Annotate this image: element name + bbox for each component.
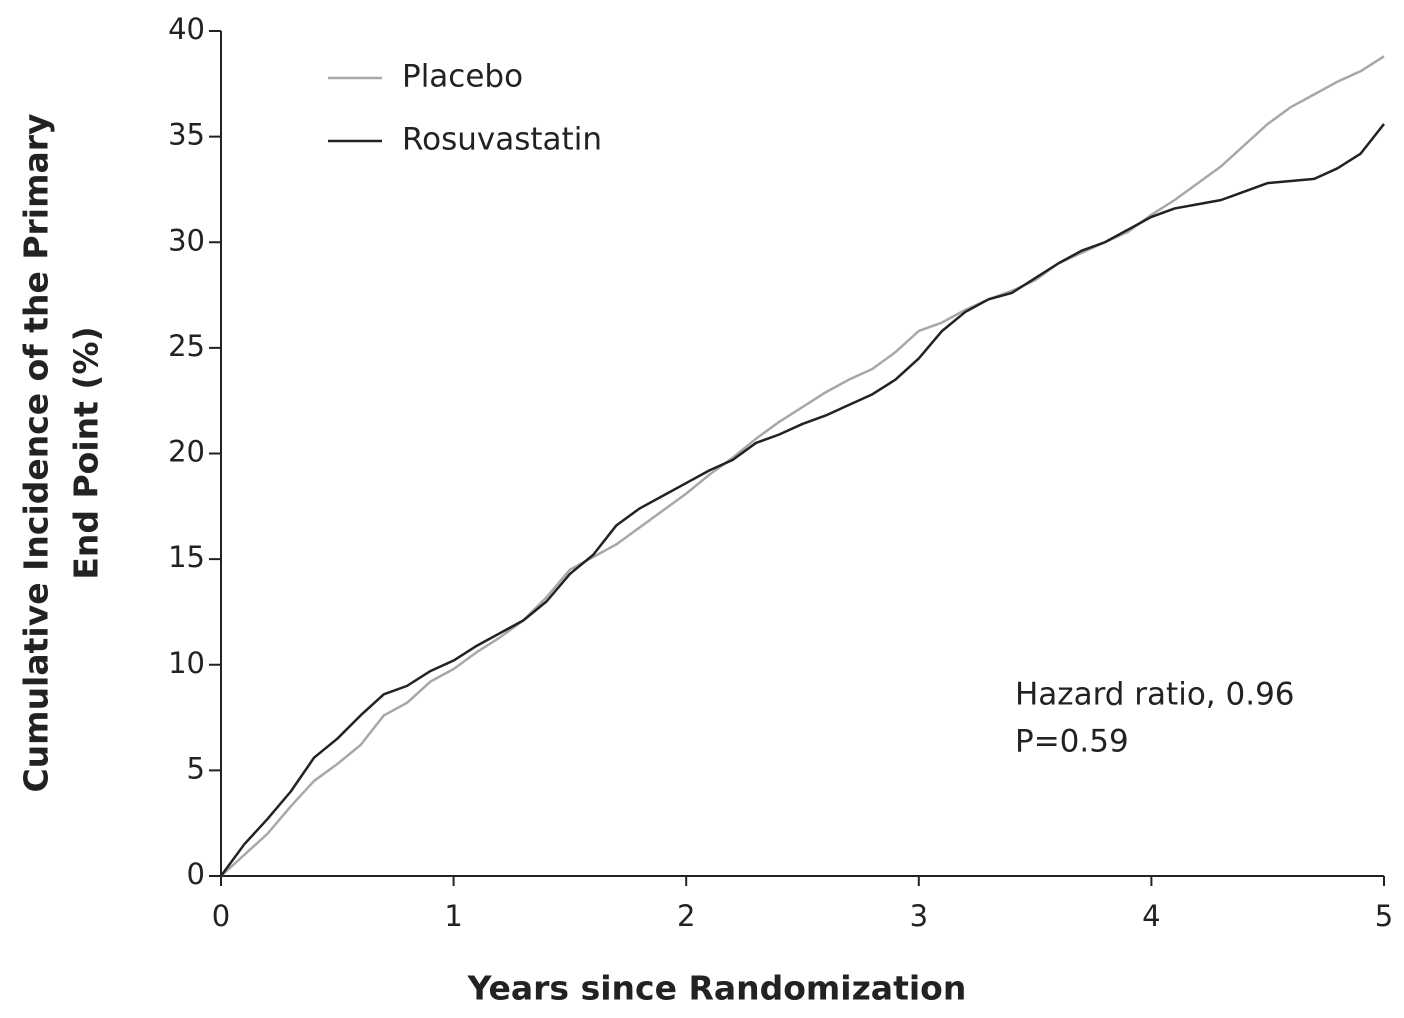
x-tick-label: 0	[212, 899, 230, 933]
x-tick-label: 5	[1375, 899, 1393, 933]
y-tick-label: 10	[168, 646, 205, 680]
y-tick-label: 25	[168, 329, 205, 363]
y-tick-label: 20	[168, 435, 205, 469]
x-tick-label: 2	[677, 899, 695, 933]
x-tick-label: 4	[1142, 899, 1160, 933]
y-tick-label: 0	[187, 857, 205, 891]
y-axis-label: Cumulative Incidence of the Primary	[17, 113, 56, 792]
y-tick-label: 40	[168, 12, 205, 46]
series-line	[219, 123, 1385, 877]
y-tick-label: 35	[168, 118, 205, 152]
y-tick-label: 30	[168, 223, 205, 257]
y-axis-label: End Point (%)	[67, 326, 106, 579]
y-tick-label: 15	[168, 540, 205, 574]
legend-label: Placebo	[402, 59, 523, 95]
series-line	[220, 55, 1385, 877]
legend-label: Rosuvastatin	[402, 122, 602, 158]
y-tick-label: 5	[187, 751, 205, 785]
x-tick-label: 3	[910, 899, 928, 933]
x-tick-label: 1	[444, 899, 462, 933]
annotation: Hazard ratio, 0.96	[1015, 677, 1295, 713]
x-axis-label: Years since Randomization	[467, 969, 967, 1008]
annotation: P=0.59	[1015, 724, 1129, 760]
